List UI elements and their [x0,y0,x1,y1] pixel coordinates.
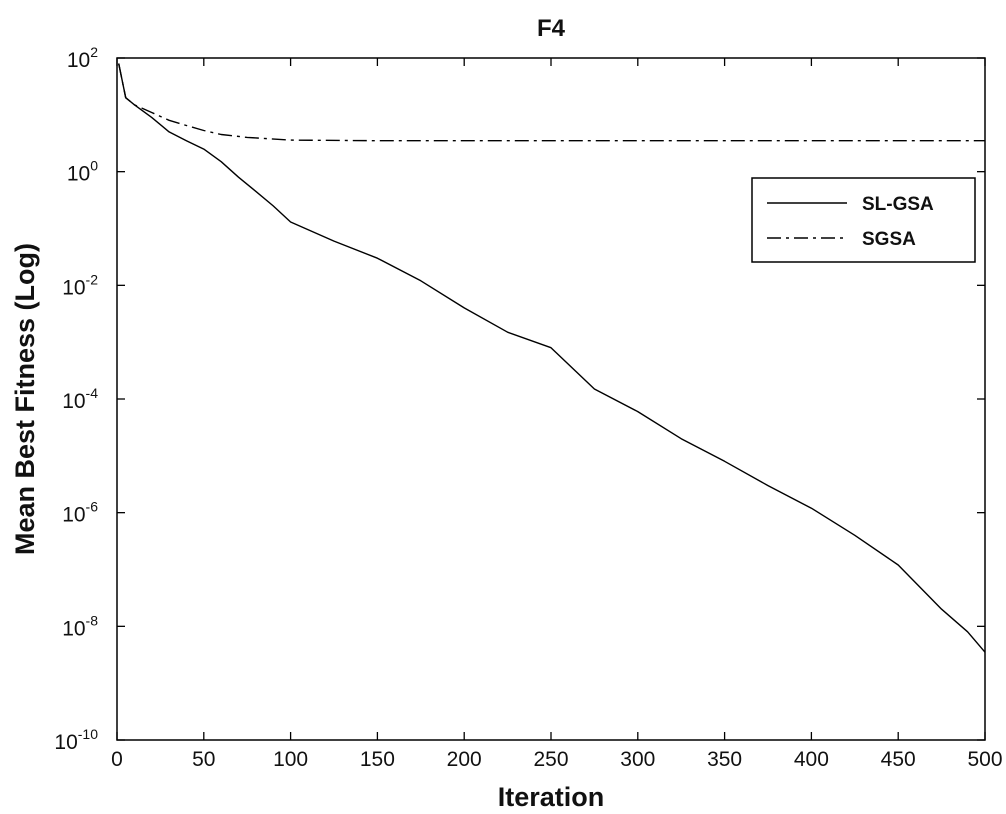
x-tick-label: 250 [533,748,568,771]
x-tick-label: 200 [447,748,482,771]
y-tick-label: 10-4 [62,385,98,413]
y-axis-title: Mean Best Fitness (Log) [10,243,40,555]
plot-background [117,58,985,740]
legend-label-sl-gsa: SL-GSA [862,194,934,215]
x-tick-label: 350 [707,748,742,771]
y-tick-label: 10-10 [54,726,98,754]
x-tick-label: 300 [620,748,655,771]
x-axis-title: Iteration [498,782,605,812]
chart-title: F4 [537,15,566,42]
y-tick-label: 10-2 [62,271,98,299]
x-tick-label: 150 [360,748,395,771]
y-tick-label: 10-8 [62,612,98,640]
x-tick-label: 50 [192,748,215,771]
x-tick-label: 400 [794,748,829,771]
x-tick-label: 500 [967,748,1002,771]
series-line-sgsa [118,63,985,142]
y-tick-label: 100 [67,158,98,186]
series-line-sl-gsa [118,63,986,653]
y-tick-label: 102 [67,44,98,72]
y-tick-label: 10-6 [62,499,98,527]
ticks-layer: 0 50 100 150 200 250 300 350 400 450 500 102 100 10-2… [54,44,1002,771]
x-tick-label: 0 [111,748,123,771]
series-layer [118,63,986,653]
legend-box [751,177,976,263]
x-tick-label: 450 [881,748,916,771]
legend-label-sgsa: SGSA [862,229,916,250]
legend: SL-GSA SGSA [751,177,976,263]
x-tick-label: 100 [273,748,308,771]
